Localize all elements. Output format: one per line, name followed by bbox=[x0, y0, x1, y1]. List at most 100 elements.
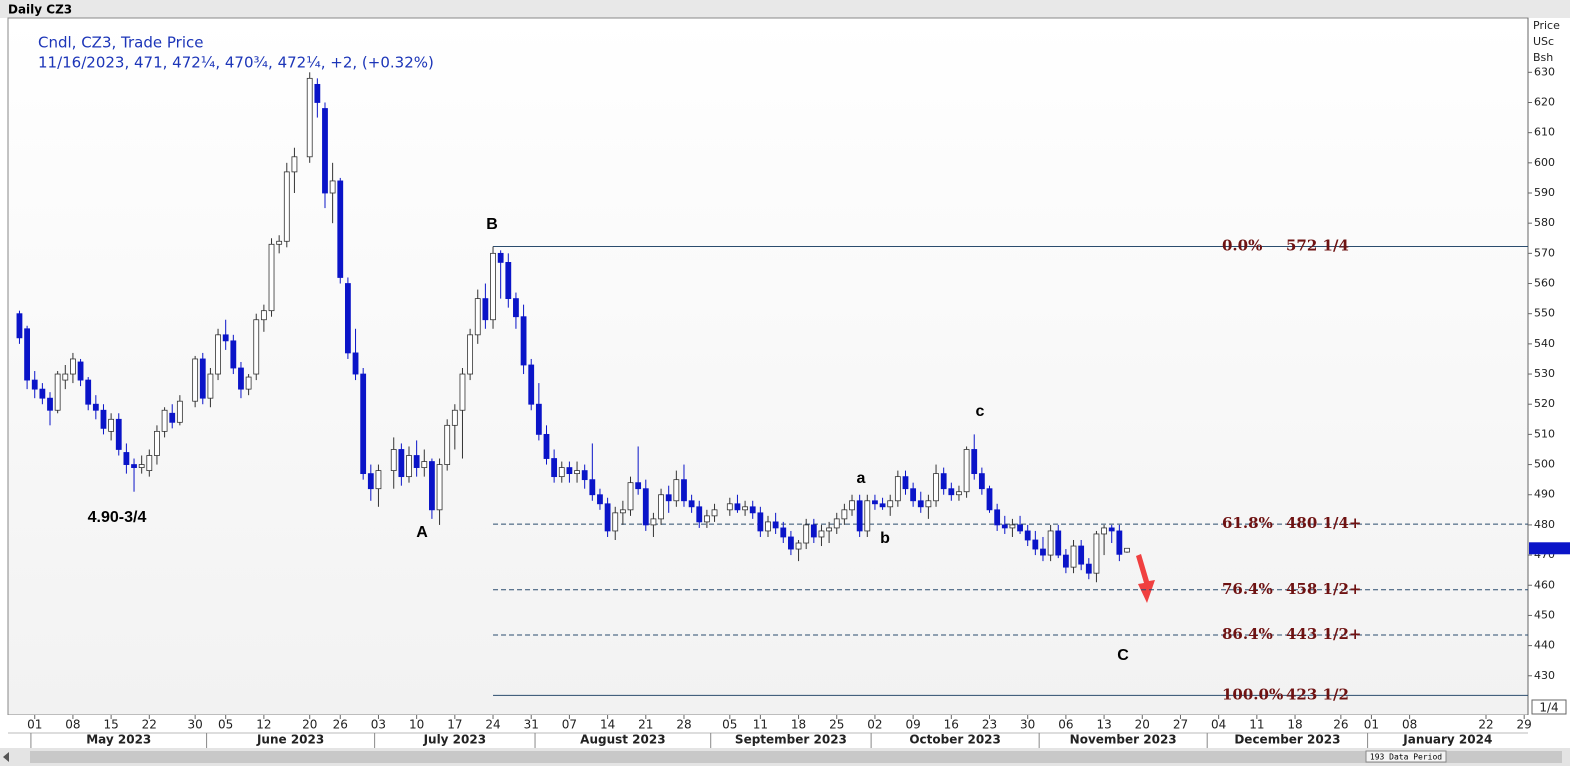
x-tick-label: 22 bbox=[142, 718, 157, 732]
data-period-box bbox=[1365, 750, 1447, 763]
x-tick-label: 06 bbox=[1058, 718, 1073, 732]
annotation: B bbox=[486, 216, 498, 233]
legend-line: Cndl, CZ3, Trade Price bbox=[38, 34, 203, 52]
y-axis-title: Bsh bbox=[1533, 51, 1553, 64]
candle-body bbox=[230, 340, 237, 369]
annotation: b bbox=[880, 530, 890, 547]
candle-body bbox=[85, 379, 92, 405]
fib-price: 423 1/2 bbox=[1286, 685, 1349, 703]
candle-body bbox=[650, 518, 657, 526]
month-label: November 2023 bbox=[1070, 733, 1177, 747]
y-tick-label: 530 bbox=[1534, 367, 1555, 380]
x-tick-label: 20 bbox=[302, 718, 317, 732]
candle-body bbox=[421, 461, 428, 468]
x-tick-label: 05 bbox=[218, 718, 233, 732]
candle-body bbox=[581, 470, 588, 481]
candle-body bbox=[795, 542, 802, 550]
candle-body bbox=[894, 476, 901, 502]
x-tick-label: 30 bbox=[1020, 718, 1035, 732]
x-tick-label: 09 bbox=[905, 718, 920, 732]
candle-body bbox=[306, 77, 313, 158]
candle-body bbox=[734, 503, 741, 511]
y-tick-label: 480 bbox=[1534, 518, 1555, 531]
candle-body bbox=[161, 409, 168, 432]
x-tick-label: 25 bbox=[829, 718, 844, 732]
candle-body bbox=[597, 494, 603, 505]
candle-body bbox=[780, 527, 787, 538]
x-tick-label: 08 bbox=[1402, 718, 1417, 732]
candle-body bbox=[696, 506, 703, 523]
candle-body bbox=[268, 243, 275, 312]
candle-body bbox=[681, 479, 687, 502]
month-label: July 2023 bbox=[423, 733, 487, 747]
candle-body bbox=[520, 316, 527, 366]
candle-body bbox=[910, 488, 917, 502]
x-tick-label: 05 bbox=[722, 718, 737, 732]
x-tick-label: 23 bbox=[982, 718, 997, 732]
candle-body bbox=[726, 503, 733, 511]
title-bar bbox=[0, 0, 1570, 18]
y-tick-label: 630 bbox=[1534, 65, 1555, 78]
candle-body bbox=[879, 503, 886, 508]
x-tick-label: 11 bbox=[1249, 718, 1264, 732]
candle-body bbox=[1124, 547, 1130, 553]
x-tick-label: 13 bbox=[1096, 718, 1111, 732]
candle-body bbox=[100, 409, 107, 429]
legend-line: 11/16/2023, 471, 472¼, 470¾, 472¼, +2, (… bbox=[38, 54, 434, 72]
fraction-label: 1/4 bbox=[1539, 701, 1558, 715]
candle-body bbox=[1032, 539, 1039, 550]
candle-body bbox=[192, 358, 199, 402]
data-period-label: 193 Data Period bbox=[1370, 753, 1442, 762]
candle-body bbox=[772, 521, 779, 529]
candle-body bbox=[978, 473, 985, 490]
x-tick-label: 18 bbox=[1287, 718, 1302, 732]
fib-price: 480 1/4+ bbox=[1286, 514, 1361, 532]
candle-body bbox=[398, 449, 405, 478]
candle-body bbox=[856, 500, 863, 532]
month-label: December 2023 bbox=[1234, 733, 1340, 747]
x-tick-label: 12 bbox=[256, 718, 271, 732]
candle-body bbox=[566, 467, 573, 475]
candle-body bbox=[1070, 545, 1077, 568]
candle-body bbox=[207, 373, 214, 399]
candle-body bbox=[62, 373, 69, 381]
candle-body bbox=[642, 488, 649, 526]
candle-body bbox=[589, 479, 596, 496]
x-tick-label: 03 bbox=[371, 718, 386, 732]
x-tick-label: 20 bbox=[1135, 718, 1150, 732]
candle-body bbox=[1009, 524, 1016, 529]
scroll-thumb[interactable] bbox=[30, 751, 1562, 763]
y-tick-label: 590 bbox=[1534, 186, 1555, 199]
candle-body bbox=[108, 418, 115, 432]
window-title: Daily CZ3 bbox=[8, 3, 72, 17]
candle-body bbox=[482, 298, 489, 321]
candle-body bbox=[902, 476, 909, 490]
x-axis-area bbox=[0, 715, 1570, 748]
x-tick-label: 31 bbox=[524, 718, 539, 732]
candle-body bbox=[222, 334, 229, 342]
annotation: a bbox=[857, 470, 866, 487]
y-tick-label: 510 bbox=[1534, 427, 1555, 440]
candle-body bbox=[245, 376, 252, 390]
candle-body bbox=[963, 449, 970, 493]
candle-body bbox=[994, 509, 1001, 526]
candle-body bbox=[497, 252, 504, 263]
last-price-marker bbox=[1529, 542, 1570, 555]
candle-body bbox=[551, 458, 558, 478]
candle-body bbox=[451, 409, 458, 426]
candle-body bbox=[742, 506, 748, 511]
y-axis-title: Price bbox=[1533, 19, 1560, 32]
candle-body bbox=[337, 180, 344, 278]
fib-percent: 86.4% bbox=[1222, 625, 1273, 643]
x-tick-label: 17 bbox=[447, 718, 462, 732]
candle-body bbox=[260, 310, 267, 321]
candle-body bbox=[47, 397, 53, 411]
candle-body bbox=[1001, 524, 1008, 529]
candle-body bbox=[818, 530, 825, 538]
x-tick-label: 22 bbox=[1478, 718, 1493, 732]
month-label: May 2023 bbox=[86, 733, 151, 747]
scroll-left[interactable] bbox=[3, 752, 9, 762]
candle-body bbox=[444, 424, 451, 465]
x-tick-label: 21 bbox=[638, 718, 653, 732]
candle-body bbox=[688, 500, 695, 508]
